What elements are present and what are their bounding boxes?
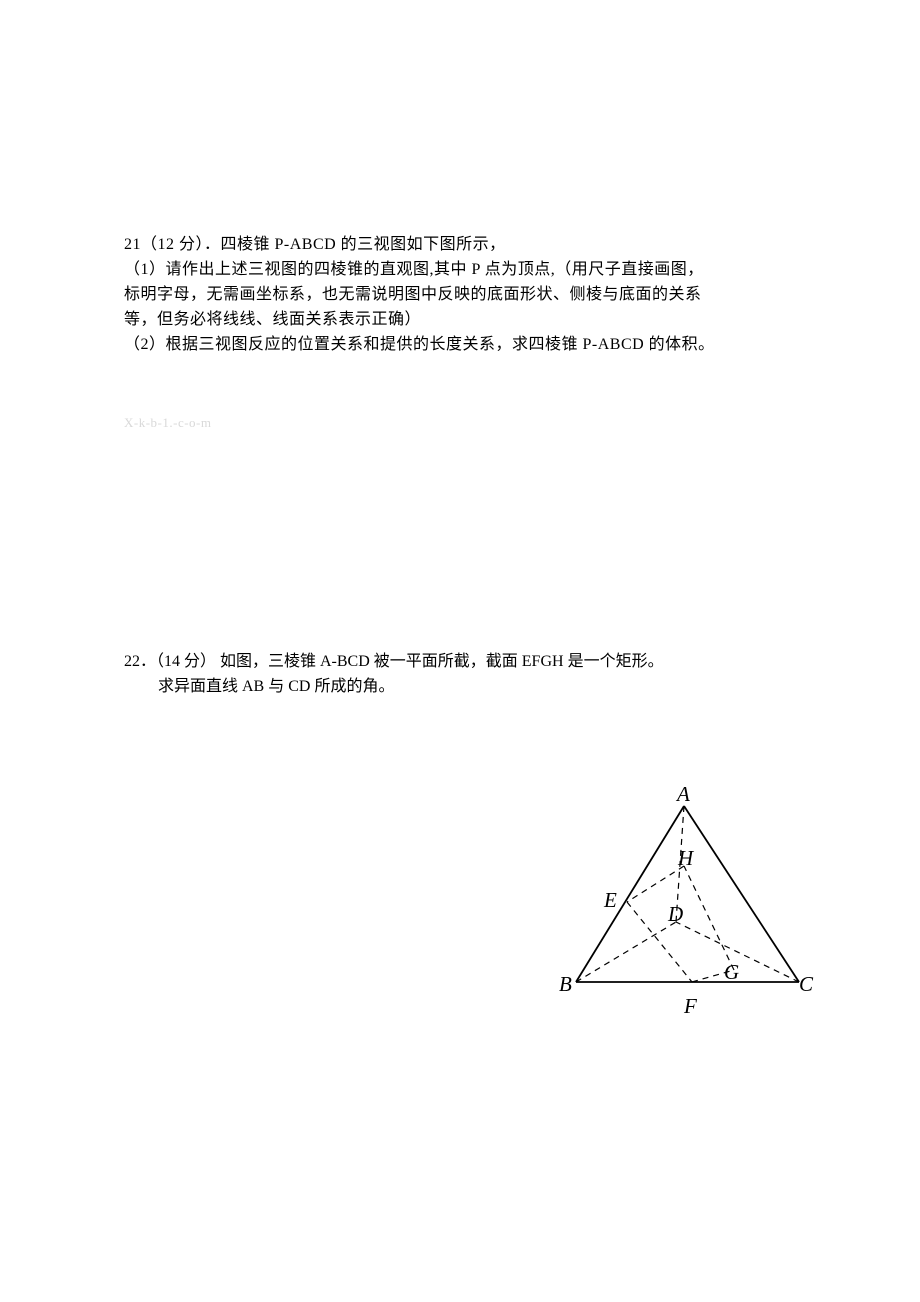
p21-title: 21（12 分）．四棱锥 P-ABCD 的三视图如下图所示， [124,232,796,257]
problem-22: 22．（14 分） 如图，三棱锥 A-BCD 被一平面所截，截面 EFGH 是一… [124,649,796,699]
vertex-label-g: G [724,960,739,985]
document-content: 21（12 分）．四棱锥 P-ABCD 的三视图如下图所示， （1）请作出上述三… [0,0,920,699]
tetrahedron-figure: A B C D E F G H [514,782,834,1032]
vertex-label-c: C [799,972,813,997]
p21-sub1a: （1）请作出上述三视图的四棱锥的直观图,其中 P 点为顶点,（用尺子直接画图， [124,257,796,282]
p21-sub1b: 标明字母，无需画坐标系，也无需说明图中反映的底面形状、侧棱与底面的关系 [124,282,796,307]
vertex-label-e: E [604,888,617,913]
p21-sub2: （2）根据三视图反应的位置关系和提供的长度关系，求四棱锥 P-ABCD 的体积。 [124,332,796,357]
vertex-label-d: D [668,902,683,927]
p21-sub1c: 等，但务必将线线、线面关系表示正确） [124,307,796,332]
vertex-label-f: F [684,994,697,1019]
problem-21: 21（12 分）．四棱锥 P-ABCD 的三视图如下图所示， （1）请作出上述三… [124,232,796,357]
vertex-label-a: A [677,782,690,807]
vertex-label-h: H [678,846,693,871]
p22-question: 求异面直线 AB 与 CD 所成的角。 [124,674,796,699]
p22-title: 22．（14 分） 如图，三棱锥 A-BCD 被一平面所截，截面 EFGH 是一… [124,649,796,674]
watermark-text: X-k-b-1.-c-o-m [124,415,796,431]
vertex-label-b: B [559,972,572,997]
